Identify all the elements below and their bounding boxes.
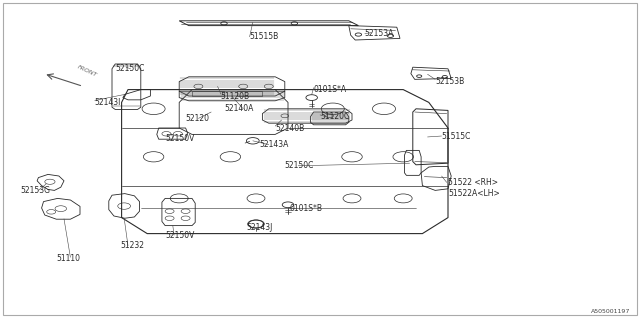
Text: A505001197: A505001197 <box>591 309 630 314</box>
Text: 52143I: 52143I <box>95 98 121 107</box>
Text: 52150C: 52150C <box>115 64 145 73</box>
Text: 51120C: 51120C <box>320 112 349 121</box>
Text: 52140B: 52140B <box>275 124 305 132</box>
Text: 0101S*A: 0101S*A <box>314 85 347 94</box>
Text: 51522A<LH>: 51522A<LH> <box>448 189 500 198</box>
Text: 52153G: 52153G <box>20 186 51 195</box>
Text: 52153B: 52153B <box>435 77 465 86</box>
Text: 52150V: 52150V <box>165 231 195 240</box>
Text: 52120: 52120 <box>186 114 210 123</box>
Bar <box>237 91 262 96</box>
Text: 51522 <RH>: 51522 <RH> <box>448 178 498 187</box>
Text: 51120B: 51120B <box>221 92 250 100</box>
Text: 51515B: 51515B <box>250 32 279 41</box>
Text: 0101S*B: 0101S*B <box>289 204 323 213</box>
Text: 51515C: 51515C <box>442 132 471 140</box>
Text: 52140A: 52140A <box>224 104 253 113</box>
Text: 52150C: 52150C <box>285 161 314 170</box>
Bar <box>192 91 224 96</box>
Text: 51110: 51110 <box>56 254 81 263</box>
Text: 51232: 51232 <box>120 241 145 250</box>
Text: FRONT: FRONT <box>77 65 99 78</box>
Text: 52143A: 52143A <box>259 140 289 149</box>
Text: 52153A: 52153A <box>365 29 394 38</box>
Text: 52143J: 52143J <box>246 223 273 232</box>
Text: 52150V: 52150V <box>165 134 195 143</box>
